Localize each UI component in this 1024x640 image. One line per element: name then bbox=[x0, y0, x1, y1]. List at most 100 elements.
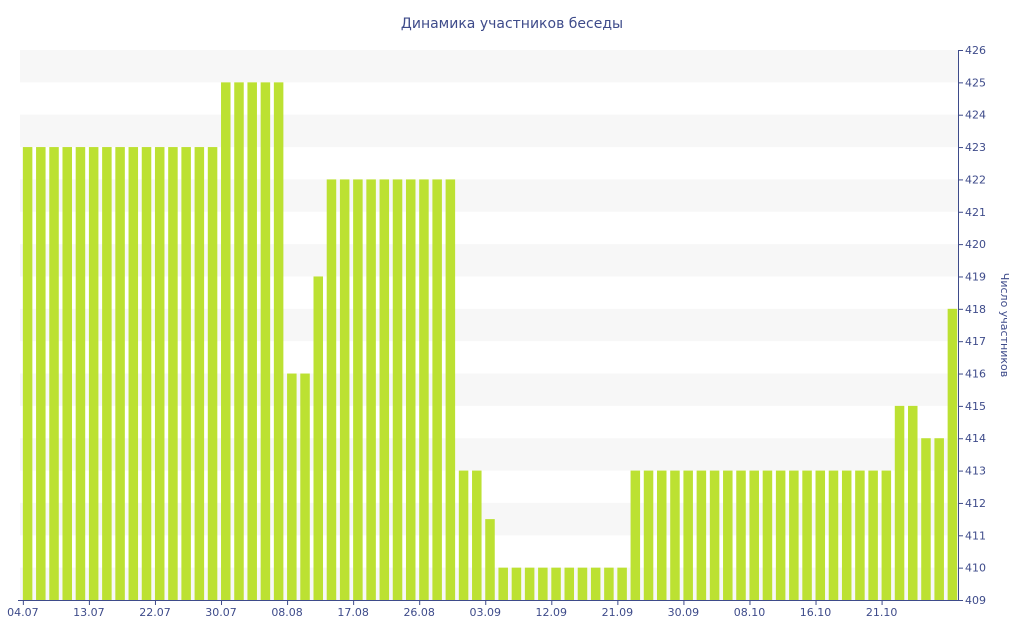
x-tick-label: 08.10 bbox=[734, 606, 766, 619]
bar[interactable] bbox=[564, 567, 575, 600]
bar[interactable] bbox=[855, 470, 865, 600]
bar[interactable] bbox=[894, 405, 905, 600]
bar[interactable] bbox=[472, 470, 482, 600]
bar[interactable] bbox=[775, 470, 786, 600]
bar[interactable] bbox=[221, 82, 231, 600]
bar[interactable] bbox=[802, 470, 812, 600]
bar[interactable] bbox=[234, 82, 244, 600]
x-tick-label: 21.09 bbox=[602, 606, 634, 619]
bars bbox=[22, 82, 958, 601]
x-tick-label: 03.09 bbox=[469, 606, 501, 619]
bar[interactable] bbox=[604, 567, 614, 600]
y-tick-label: 411 bbox=[965, 529, 986, 542]
bar[interactable] bbox=[445, 179, 456, 601]
bar[interactable] bbox=[273, 82, 284, 600]
bar[interactable] bbox=[815, 470, 826, 600]
bar[interactable] bbox=[868, 470, 878, 600]
bar[interactable] bbox=[723, 470, 733, 600]
bar[interactable] bbox=[194, 147, 205, 600]
bar[interactable] bbox=[934, 438, 944, 600]
y-tick-label: 418 bbox=[965, 303, 986, 316]
bar[interactable] bbox=[313, 276, 324, 600]
y-tick-label: 422 bbox=[965, 173, 986, 186]
y-tick-label: 409 bbox=[965, 594, 986, 607]
bar[interactable] bbox=[841, 470, 852, 600]
bar[interactable] bbox=[432, 179, 442, 601]
bar[interactable] bbox=[128, 147, 139, 600]
bar[interactable] bbox=[643, 470, 654, 600]
bar[interactable] bbox=[630, 470, 641, 600]
bar[interactable] bbox=[115, 147, 125, 600]
bar[interactable] bbox=[617, 567, 627, 600]
bar[interactable] bbox=[683, 470, 693, 600]
bar[interactable] bbox=[62, 147, 72, 600]
bar[interactable] bbox=[181, 147, 191, 600]
bar[interactable] bbox=[577, 567, 588, 600]
bar[interactable] bbox=[696, 470, 707, 600]
bar[interactable] bbox=[287, 373, 297, 600]
bar[interactable] bbox=[366, 179, 376, 601]
y-tick-label: 416 bbox=[965, 368, 986, 381]
y-tick-label: 424 bbox=[965, 109, 986, 122]
y-tick-label: 421 bbox=[965, 206, 986, 219]
bar[interactable] bbox=[300, 373, 310, 600]
y-tick-label: 415 bbox=[965, 400, 986, 413]
x-tick-label: 08.08 bbox=[271, 606, 303, 619]
bar[interactable] bbox=[339, 179, 350, 601]
bar[interactable] bbox=[392, 179, 403, 601]
bar[interactable] bbox=[326, 179, 337, 601]
bar[interactable] bbox=[353, 179, 363, 601]
y-tick-label: 414 bbox=[965, 432, 986, 445]
x-tick-label: 04.07 bbox=[7, 606, 39, 619]
bar[interactable] bbox=[656, 470, 667, 600]
bar[interactable] bbox=[921, 438, 931, 600]
bar[interactable] bbox=[485, 519, 495, 600]
bar[interactable] bbox=[458, 470, 469, 600]
bar[interactable] bbox=[762, 470, 773, 600]
bar[interactable] bbox=[75, 147, 86, 600]
bar[interactable] bbox=[141, 147, 152, 600]
bar[interactable] bbox=[538, 567, 548, 600]
y-axis-ticks: 409 410 411 412 413 414 415 416 417 418 419 420 421 4… bbox=[958, 44, 986, 607]
bar[interactable] bbox=[511, 567, 522, 600]
bar[interactable] bbox=[36, 147, 46, 600]
bar[interactable] bbox=[405, 179, 416, 601]
bar[interactable] bbox=[419, 179, 429, 601]
bar[interactable] bbox=[88, 147, 99, 600]
y-tick-label: 412 bbox=[965, 497, 986, 510]
bar[interactable] bbox=[49, 147, 59, 600]
axes bbox=[18, 50, 959, 601]
bar[interactable] bbox=[749, 470, 759, 600]
y-tick-label: 417 bbox=[965, 335, 986, 348]
bar[interactable] bbox=[22, 147, 33, 600]
bar[interactable] bbox=[670, 470, 680, 600]
bar[interactable] bbox=[947, 308, 958, 600]
bar[interactable] bbox=[498, 567, 508, 600]
grid-band bbox=[20, 50, 958, 83]
bar[interactable] bbox=[379, 179, 390, 601]
bar[interactable] bbox=[260, 82, 271, 600]
bar[interactable] bbox=[881, 470, 892, 600]
bar[interactable] bbox=[207, 147, 218, 600]
x-tick-label: 26.08 bbox=[403, 606, 435, 619]
bar[interactable] bbox=[789, 470, 799, 600]
bar[interactable] bbox=[590, 567, 601, 600]
y-tick-label: 410 bbox=[965, 562, 986, 575]
bar[interactable] bbox=[709, 470, 720, 600]
bar[interactable] bbox=[524, 567, 535, 600]
bar[interactable] bbox=[736, 470, 746, 600]
x-tick-label: 22.07 bbox=[139, 606, 171, 619]
x-tick-label: 13.07 bbox=[73, 606, 105, 619]
y-tick-label: 426 bbox=[965, 44, 986, 57]
bar[interactable] bbox=[247, 82, 257, 600]
bar[interactable] bbox=[908, 405, 918, 600]
bar[interactable] bbox=[168, 147, 178, 600]
bar[interactable] bbox=[551, 567, 561, 600]
bar[interactable] bbox=[154, 147, 165, 600]
bar[interactable] bbox=[828, 470, 839, 600]
bar[interactable] bbox=[102, 147, 112, 600]
x-tick-label: 21.10 bbox=[866, 606, 898, 619]
y-tick-label: 419 bbox=[965, 270, 986, 283]
y-tick-label: 425 bbox=[965, 76, 986, 89]
